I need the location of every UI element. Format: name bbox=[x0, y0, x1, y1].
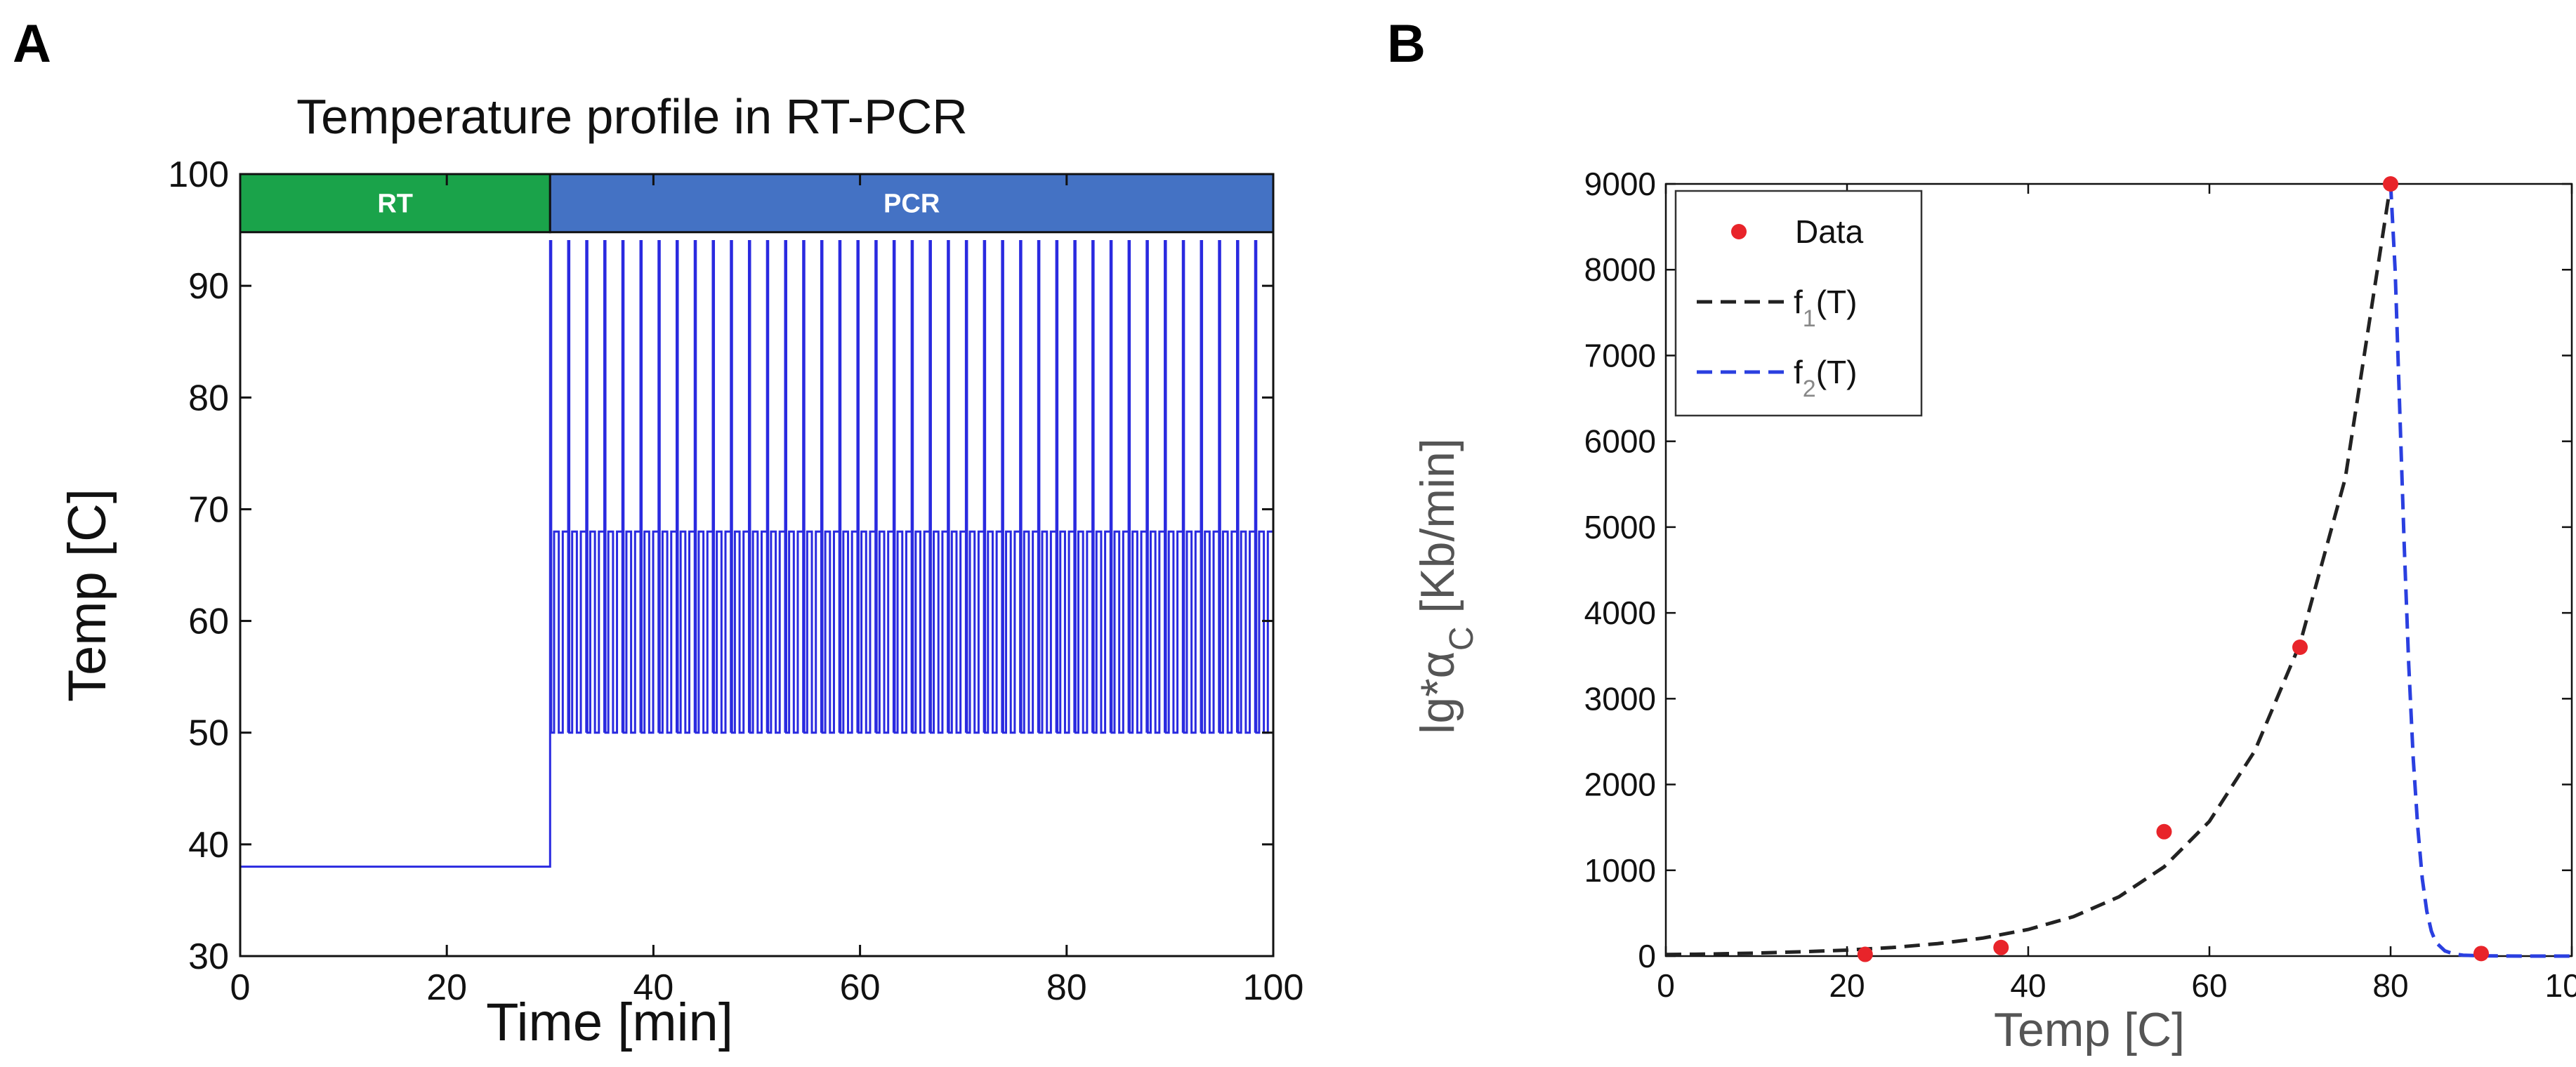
y-tick-label: 40 bbox=[188, 825, 229, 866]
y-tick-label: 0 bbox=[1638, 938, 1656, 974]
y-tick-label: 80 bbox=[188, 378, 229, 418]
y-tick-label: 2000 bbox=[1584, 767, 1656, 803]
y-tick-label: 50 bbox=[188, 713, 229, 754]
chart-b-xlabel: Temp [C] bbox=[1994, 1003, 2185, 1056]
legend-label-sub: 2 bbox=[1803, 376, 1816, 402]
data-point bbox=[1857, 946, 1873, 962]
legend-label-1: f1(T) bbox=[1794, 284, 1857, 332]
plot-frame-b bbox=[1664, 183, 2573, 957]
x-tick-label: 0 bbox=[230, 967, 251, 1008]
y-tick-label: 3000 bbox=[1584, 680, 1656, 717]
y-tick-label: 100 bbox=[168, 154, 229, 195]
x-tick-label: 60 bbox=[840, 967, 881, 1008]
chart-a: RT PCR 0 20 40 60 80 100 30 40 50 60 70 80 90 100 bbox=[168, 154, 1303, 1008]
series-line-2 bbox=[2388, 183, 2572, 958]
x-tick-label: 80 bbox=[1046, 967, 1087, 1008]
y-tick-label: 9000 bbox=[1584, 166, 1656, 202]
chart-b-ylabel: lg*αC [Kb/min] bbox=[1411, 438, 1480, 734]
phase-label-pcr: PCR bbox=[883, 189, 940, 218]
legend-label-sub: 1 bbox=[1803, 305, 1816, 332]
phase-band-pcr bbox=[548, 173, 1275, 234]
x-tick-label: 100 bbox=[1243, 967, 1304, 1008]
y-tick-label: 8000 bbox=[1584, 251, 1656, 288]
legend-label-2: f2(T) bbox=[1794, 354, 1857, 402]
x-tick-label: 20 bbox=[426, 967, 467, 1008]
plot-frame-a bbox=[239, 173, 1275, 957]
legend-label-tail: (T) bbox=[1816, 354, 1858, 390]
y-tick-label: 4000 bbox=[1584, 595, 1656, 631]
panel-label-a: A bbox=[13, 14, 51, 74]
panel-label-b: B bbox=[1387, 14, 1426, 74]
x-tick-label: 40 bbox=[2010, 967, 2046, 1004]
y-tick-label: 70 bbox=[188, 489, 229, 530]
legend-label-data: Data bbox=[1795, 213, 1864, 250]
y-tick-label: 5000 bbox=[1584, 509, 1656, 545]
data-point bbox=[2156, 823, 2172, 840]
legend-marker-data bbox=[1731, 224, 1747, 239]
data-point bbox=[1993, 939, 2009, 955]
phase-band-rt bbox=[239, 173, 551, 234]
legend-label-tail: (T) bbox=[1816, 284, 1858, 320]
chart-b-ylabel-main: lg*α bbox=[1411, 651, 1464, 734]
legend-label-main: f bbox=[1794, 284, 1803, 320]
x-tick-label: 60 bbox=[2191, 967, 2227, 1004]
y-tick-label: 30 bbox=[188, 936, 229, 977]
x-tick-label: 80 bbox=[2372, 967, 2408, 1004]
y-tick-label: 6000 bbox=[1584, 423, 1656, 460]
chart-b-ylabel-sub: C bbox=[1443, 626, 1480, 651]
legend-label-main: f bbox=[1794, 354, 1803, 390]
legend-box bbox=[1674, 190, 1923, 417]
data-point bbox=[2292, 639, 2308, 655]
chart-a-title: Temperature profile in RT-PCR bbox=[296, 89, 968, 144]
y-tick-label: 60 bbox=[188, 602, 229, 642]
series-line-1 bbox=[1665, 183, 2393, 957]
phase-label-rt: RT bbox=[377, 189, 413, 218]
y-tick-label: 90 bbox=[188, 266, 229, 307]
chart-a-xlabel: Time [min] bbox=[486, 993, 733, 1052]
chart-a-ylabel: Temp [C] bbox=[58, 489, 117, 702]
y-tick-label: 1000 bbox=[1584, 852, 1656, 889]
x-tick-label: 100 bbox=[2545, 967, 2576, 1004]
y-tick-label: 7000 bbox=[1584, 337, 1656, 373]
data-point bbox=[2473, 946, 2489, 962]
chart-b: 0204060801000100020003000400050006000700… bbox=[1584, 166, 2576, 1004]
data-point bbox=[2383, 176, 2398, 192]
chart-b-ylabel-unit: [Kb/min] bbox=[1411, 438, 1464, 626]
x-tick-label: 40 bbox=[633, 967, 673, 1008]
x-tick-label: 20 bbox=[1829, 967, 1865, 1004]
x-tick-label: 0 bbox=[1657, 967, 1675, 1004]
series-temperature bbox=[240, 239, 1275, 868]
